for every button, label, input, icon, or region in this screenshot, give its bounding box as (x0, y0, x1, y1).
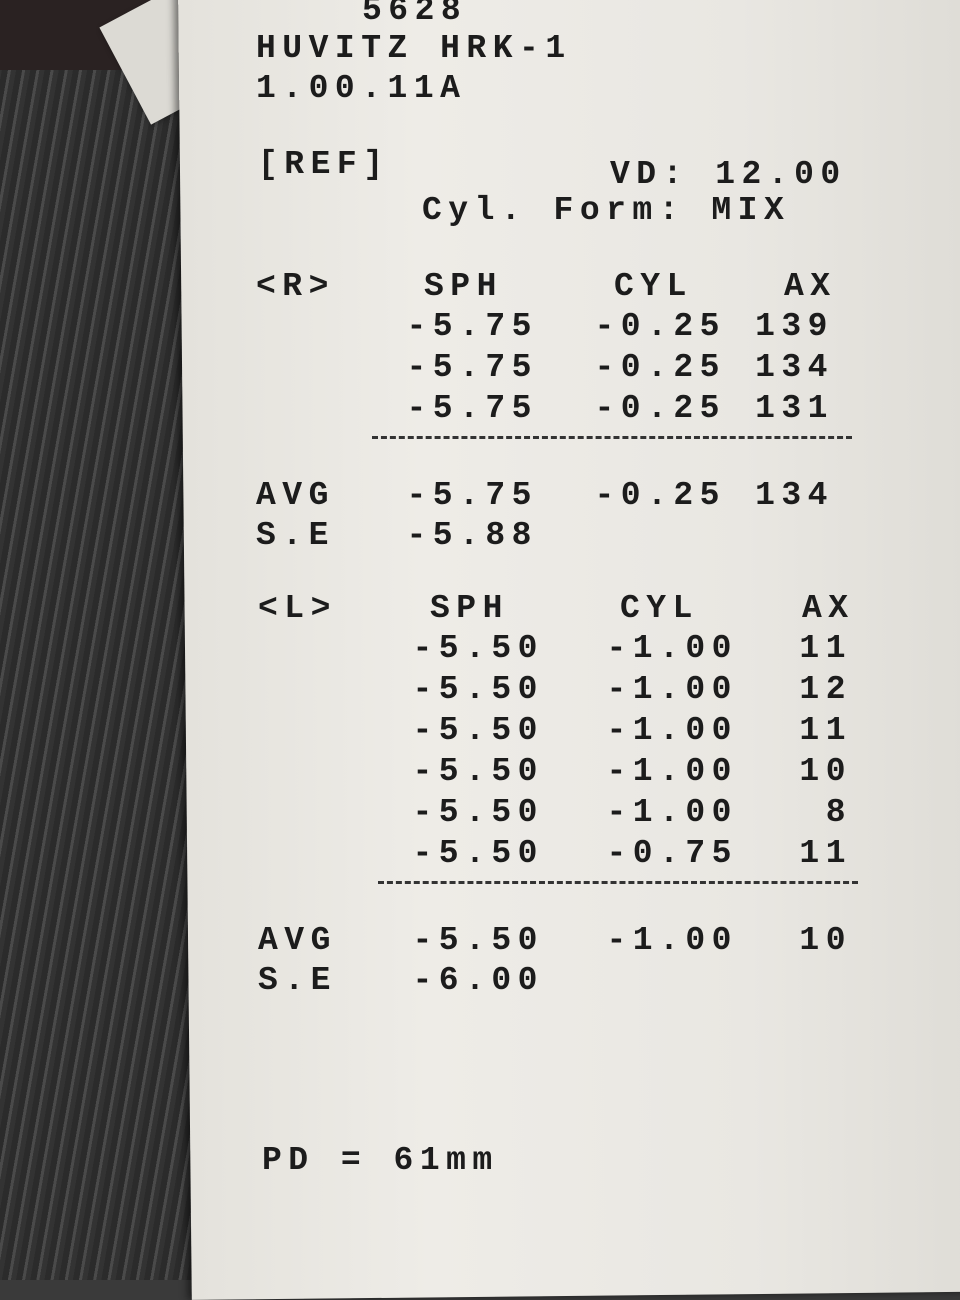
divider (372, 436, 852, 439)
avg-sph: -5.75 (406, 477, 538, 514)
reading-ax: 12 (799, 671, 852, 708)
serial-number: 5628 (362, 0, 468, 29)
cyl-form: Cyl. Form: MIX (422, 192, 791, 229)
eye-label: <R> (256, 268, 335, 305)
reading-cyl: -0.75 (606, 835, 738, 872)
reading-sph: -5.50 (412, 835, 544, 872)
reading-ax: 131 (755, 390, 834, 427)
pupillary-distance: PD = 61mm (262, 1142, 499, 1179)
reading-sph: -5.75 (406, 308, 538, 345)
se-sph: -5.88 (406, 517, 538, 554)
reading-sph: -5.50 (412, 794, 544, 831)
col-cyl: CYL (614, 268, 693, 305)
col-ax: AX (802, 590, 855, 627)
col-sph: SPH (424, 268, 503, 305)
reading-sph: -5.75 (406, 390, 538, 427)
col-sph: SPH (430, 590, 509, 627)
reading-cyl: -1.00 (606, 630, 738, 667)
reading-ax: 139 (755, 308, 834, 345)
se-label: S.E (258, 962, 337, 999)
reading-cyl: -0.25 (594, 390, 726, 427)
reading-ax: 10 (799, 753, 852, 790)
se-label: S.E (256, 517, 335, 554)
avg-ax: 134 (755, 477, 834, 514)
reading-cyl: -0.25 (594, 308, 726, 345)
reading-sph: -5.50 (412, 671, 544, 708)
device-model: HUVITZ HRK-1 (256, 30, 572, 67)
col-cyl: CYL (620, 590, 699, 627)
reading-cyl: -1.00 (606, 794, 738, 831)
vertex-distance: VD: 12.00 (610, 156, 847, 193)
se-sph: -6.00 (412, 962, 544, 999)
reading-cyl: -0.25 (594, 349, 726, 386)
avg-cyl: -0.25 (594, 477, 726, 514)
reading-cyl: -1.00 (606, 712, 738, 749)
divider (378, 881, 858, 884)
reading-sph: -5.50 (412, 630, 544, 667)
reading-ax: 11 (799, 712, 852, 749)
reading-ax: 8 (825, 794, 852, 831)
reading-cyl: -1.00 (606, 671, 738, 708)
avg-cyl: -1.00 (606, 922, 738, 959)
avg-ax: 10 (799, 922, 852, 959)
avg-label: AVG (258, 922, 337, 959)
reading-cyl: -1.00 (606, 753, 738, 790)
fabric-background (0, 0, 200, 1280)
mode-label: [REF] (258, 146, 390, 183)
reading-sph: -5.75 (406, 349, 538, 386)
reading-ax: 11 (799, 630, 852, 667)
avg-sph: -5.50 (412, 922, 544, 959)
firmware-version: 1.00.11A (256, 70, 467, 107)
reading-sph: -5.50 (412, 753, 544, 790)
eye-label: <L> (258, 590, 337, 627)
reading-ax: 134 (755, 349, 834, 386)
avg-label: AVG (256, 477, 335, 514)
reading-ax: 11 (799, 835, 852, 872)
col-ax: AX (784, 268, 837, 305)
reading-sph: -5.50 (412, 712, 544, 749)
